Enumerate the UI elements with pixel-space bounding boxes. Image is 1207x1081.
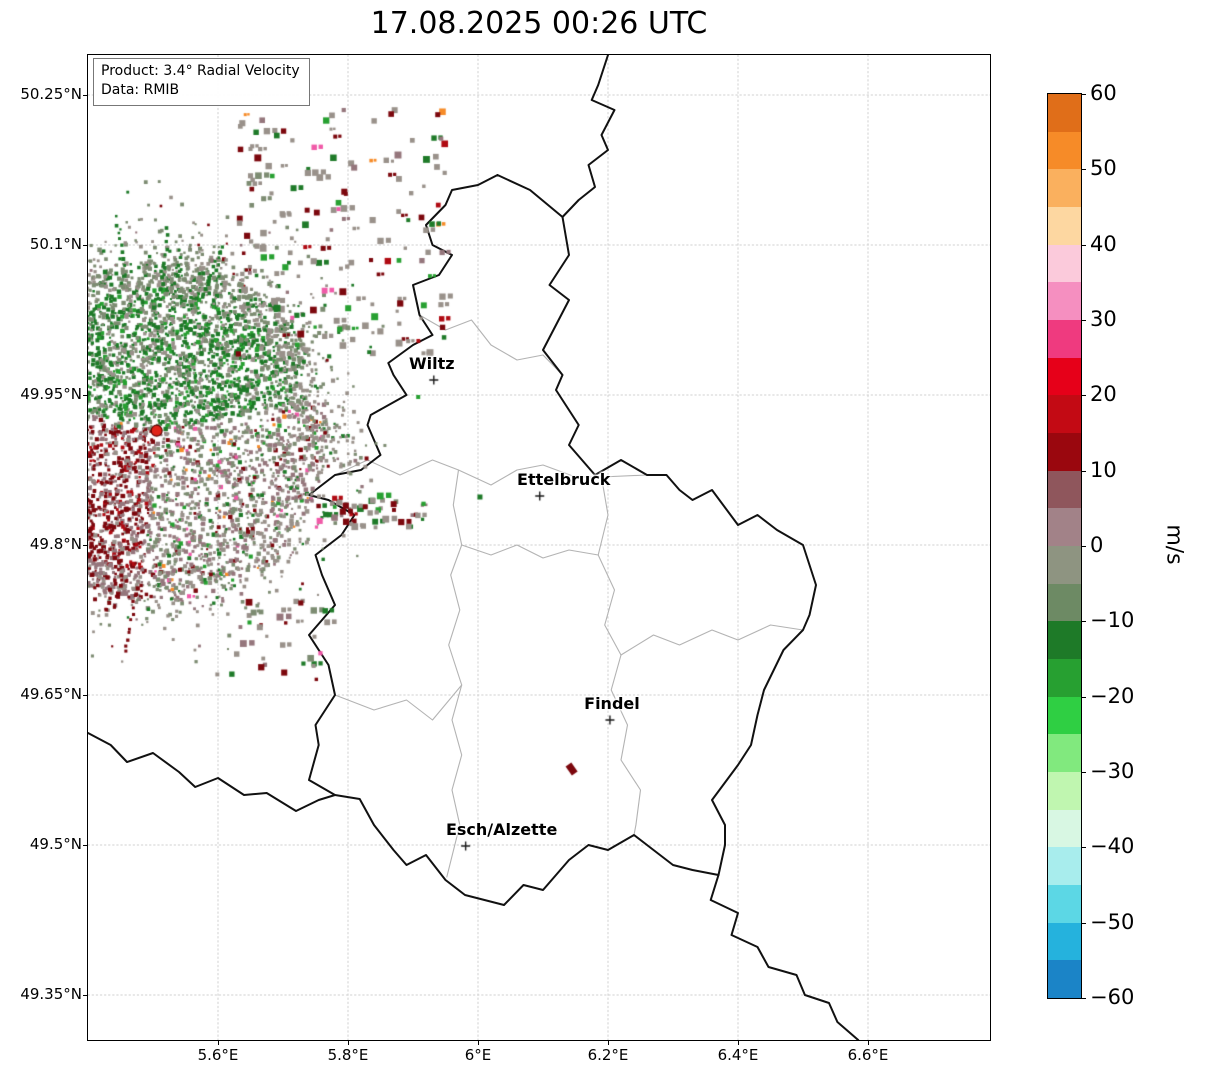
colorbar-tick-mark	[1082, 470, 1086, 472]
colorbar-segment	[1048, 508, 1081, 547]
colorbar-tick-mark	[1082, 847, 1086, 849]
colorbar-segment	[1048, 734, 1081, 773]
lon-tick-mark	[607, 1041, 609, 1045]
colorbar-segment	[1048, 922, 1081, 961]
product-info-box: Product: 3.4° Radial Velocity Data: RMIB	[93, 58, 310, 106]
colorbar-tick-mark	[1082, 320, 1086, 321]
figure-title: 17.08.2025 00:26 UTC	[370, 6, 708, 41]
colorbar-tick-mark	[1082, 621, 1086, 623]
lon-tick-label: 6.4°E	[717, 1046, 759, 1064]
colorbar-tick-label: −60	[1090, 985, 1135, 1009]
colorbar-segment	[1048, 357, 1081, 396]
colorbar-segment	[1048, 847, 1081, 886]
colorbar-segment	[1048, 94, 1081, 132]
colorbar-tick-mark	[1082, 395, 1086, 397]
lat-tick-label: 50.1°N	[29, 235, 82, 253]
colorbar-segment	[1048, 583, 1081, 622]
colorbar-segment	[1048, 470, 1081, 509]
colorbar-tick-label: −20	[1090, 683, 1135, 708]
colorbar-tick-label: 50	[1090, 156, 1117, 181]
colorbar-segment	[1048, 244, 1081, 283]
colorbar-segment	[1048, 395, 1081, 434]
colorbar-segment	[1048, 659, 1081, 697]
colorbar-segment	[1048, 772, 1081, 810]
colorbar-tick-mark	[1082, 998, 1086, 999]
colorbar-tick-label: −10	[1090, 608, 1135, 633]
lon-tick-mark	[347, 1041, 349, 1045]
colorbar-tick-label: −40	[1090, 834, 1135, 859]
colorbar-tick-label: −50	[1090, 909, 1135, 934]
colorbar-tick-mark	[1082, 772, 1086, 773]
map-plot-area: Wiltz Ettelbruck Findel Esch/Alzette Produc…	[87, 54, 991, 1041]
product-info-line2: Data: RMIB	[101, 82, 180, 99]
colorbar-unit-label: m/s	[1161, 524, 1187, 565]
lat-tick-label: 50.25°N	[20, 85, 82, 103]
colorbar-tick-label: 0	[1090, 533, 1104, 557]
colorbar-tick-label: −30	[1090, 759, 1135, 783]
lat-tick-mark	[83, 395, 87, 396]
colorbar-tick-mark	[1082, 169, 1086, 171]
colorbar-tick-label: 60	[1090, 81, 1117, 105]
colorbar-tick-mark	[1082, 244, 1086, 246]
lat-tick-mark	[83, 545, 87, 546]
colorbar-tick-label: 10	[1090, 457, 1117, 482]
colorbar-segment	[1048, 960, 1081, 999]
lat-tick-label: 49.65°N	[20, 685, 82, 703]
lat-tick-label: 49.5°N	[29, 835, 82, 853]
colorbar-segment	[1048, 169, 1081, 208]
lon-tick-label: 5.8°E	[327, 1046, 369, 1064]
lon-tick-label: 5.6°E	[197, 1046, 239, 1064]
colorbar-segment	[1048, 320, 1081, 358]
colorbar-tick-label: 20	[1090, 382, 1117, 407]
colorbar-segment	[1048, 696, 1081, 735]
colorbar-segment	[1048, 131, 1081, 170]
colorbar-tick-mark	[1082, 922, 1086, 924]
colorbar-tick-label: 40	[1090, 231, 1117, 256]
lat-tick-mark	[83, 95, 87, 96]
colorbar-segment	[1048, 809, 1081, 848]
lat-tick-mark	[83, 695, 87, 696]
colorbar-segment	[1048, 282, 1081, 321]
lat-tick-label: 49.8°N	[29, 535, 82, 553]
lon-tick-mark	[217, 1041, 219, 1045]
lon-tick-label: 6°E	[464, 1046, 492, 1064]
product-info-line1: Product: 3.4° Radial Velocity	[101, 63, 300, 79]
colorbar-tick-label: 30	[1090, 307, 1117, 331]
colorbar-segment	[1048, 433, 1081, 471]
colorbar-segment	[1048, 546, 1081, 584]
colorbar-segment	[1048, 885, 1081, 923]
lat-tick-label: 49.95°N	[20, 385, 82, 403]
colorbar-segment	[1048, 621, 1081, 660]
lon-tick-mark	[477, 1041, 479, 1045]
colorbar-tick-mark	[1082, 696, 1086, 698]
colorbar-segment	[1048, 207, 1081, 245]
lon-tick-mark	[867, 1041, 869, 1045]
colorbar	[1047, 93, 1082, 999]
lat-tick-mark	[83, 245, 87, 246]
radar-velocity-canvas	[88, 55, 990, 1040]
colorbar-tick-mark	[1082, 94, 1086, 95]
lon-tick-label: 6.6°E	[847, 1046, 889, 1064]
colorbar-tick-mark	[1082, 546, 1086, 547]
lat-tick-mark	[83, 845, 87, 846]
lat-tick-mark	[83, 995, 87, 996]
lat-tick-label: 49.35°N	[20, 985, 82, 1003]
lon-tick-label: 6.2°E	[587, 1046, 629, 1064]
lon-tick-mark	[737, 1041, 739, 1045]
